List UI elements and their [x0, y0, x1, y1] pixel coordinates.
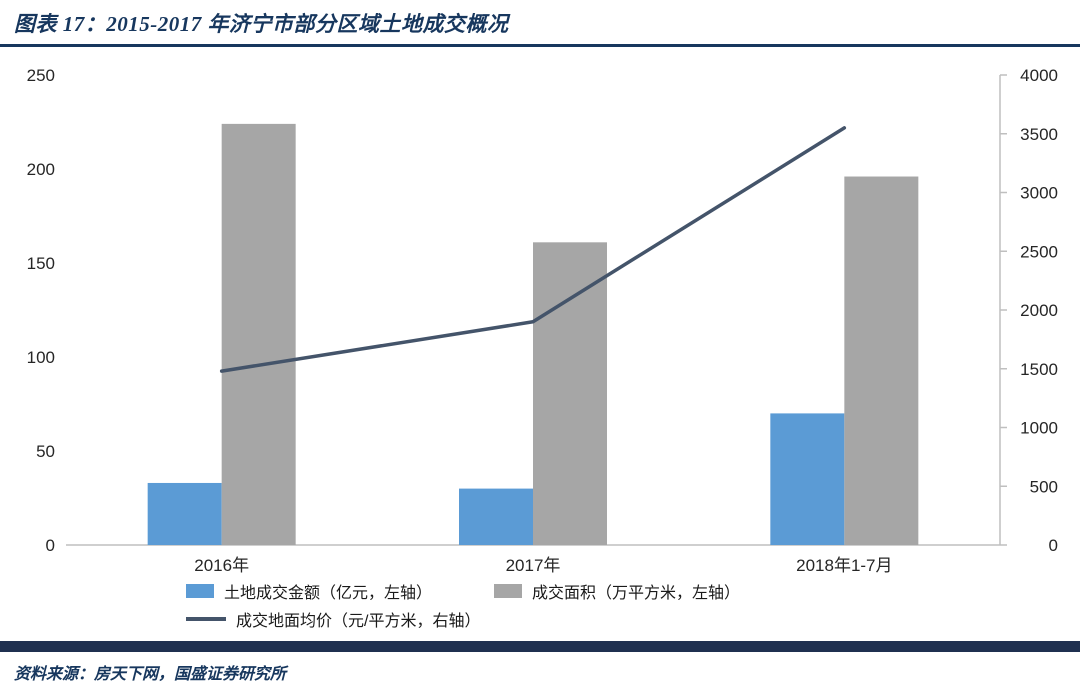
legend-swatch-line: [186, 617, 226, 621]
svg-text:0: 0: [1049, 536, 1058, 555]
footer-divider-bar: [0, 641, 1080, 652]
legend-item-avg-price: 成交地面均价（元/平方米，右轴）: [186, 607, 480, 631]
svg-text:2016年: 2016年: [194, 556, 249, 573]
svg-text:4000: 4000: [1020, 66, 1058, 85]
figure-header: 图表 17：2015-2017 年济宁市部分区域土地成交概况: [0, 0, 1080, 47]
legend-swatch-blue-bar: [186, 584, 214, 598]
svg-text:250: 250: [27, 66, 55, 85]
chart-legend: 土地成交金额（亿元，左轴） 成交面积（万平方米，左轴） 成交地面均价（元/平方米…: [0, 577, 1080, 633]
svg-text:2018年1-7月: 2018年1-7月: [796, 556, 892, 573]
svg-text:1000: 1000: [1020, 419, 1058, 438]
legend-row-1: 土地成交金额（亿元，左轴） 成交面积（万平方米，左轴）: [186, 577, 1080, 605]
svg-text:2000: 2000: [1020, 301, 1058, 320]
combo-chart: 0501001502002500500100015002000250030003…: [27, 66, 1058, 573]
svg-text:3500: 3500: [1020, 125, 1058, 144]
svg-text:2500: 2500: [1020, 242, 1058, 261]
svg-text:200: 200: [27, 160, 55, 179]
svg-text:500: 500: [1030, 477, 1058, 496]
legend-label-avg-price: 成交地面均价（元/平方米，右轴）: [236, 613, 481, 630]
source-note: 资料来源：房天下网，国盛证券研究所: [14, 666, 287, 683]
svg-text:1500: 1500: [1020, 360, 1058, 379]
legend-swatch-gray-bar: [494, 584, 523, 598]
legend-item-area: 成交面积（万平方米，左轴）: [494, 579, 740, 603]
legend-label-area: 成交面积（万平方米，左轴）: [532, 585, 741, 602]
legend-label-land-amount: 土地成交金额（亿元，左轴）: [224, 585, 433, 602]
svg-text:2017年: 2017年: [506, 556, 561, 573]
svg-text:150: 150: [27, 254, 55, 273]
page-title: 图表 17：2015-2017 年济宁市部分区域土地成交概况: [14, 12, 509, 36]
svg-text:50: 50: [36, 442, 55, 461]
legend-item-land-amount: 土地成交金额（亿元，左轴）: [186, 579, 432, 603]
svg-text:3000: 3000: [1020, 184, 1058, 203]
chart-area: 0 50 100 150 200 250 0 500 1000 1500 2000 2500 3000 3…: [0, 47, 1080, 633]
svg-text:0: 0: [46, 536, 55, 555]
legend-row-2: 成交地面均价（元/平方米，右轴）: [186, 605, 1080, 633]
svg-text:100: 100: [27, 348, 55, 367]
